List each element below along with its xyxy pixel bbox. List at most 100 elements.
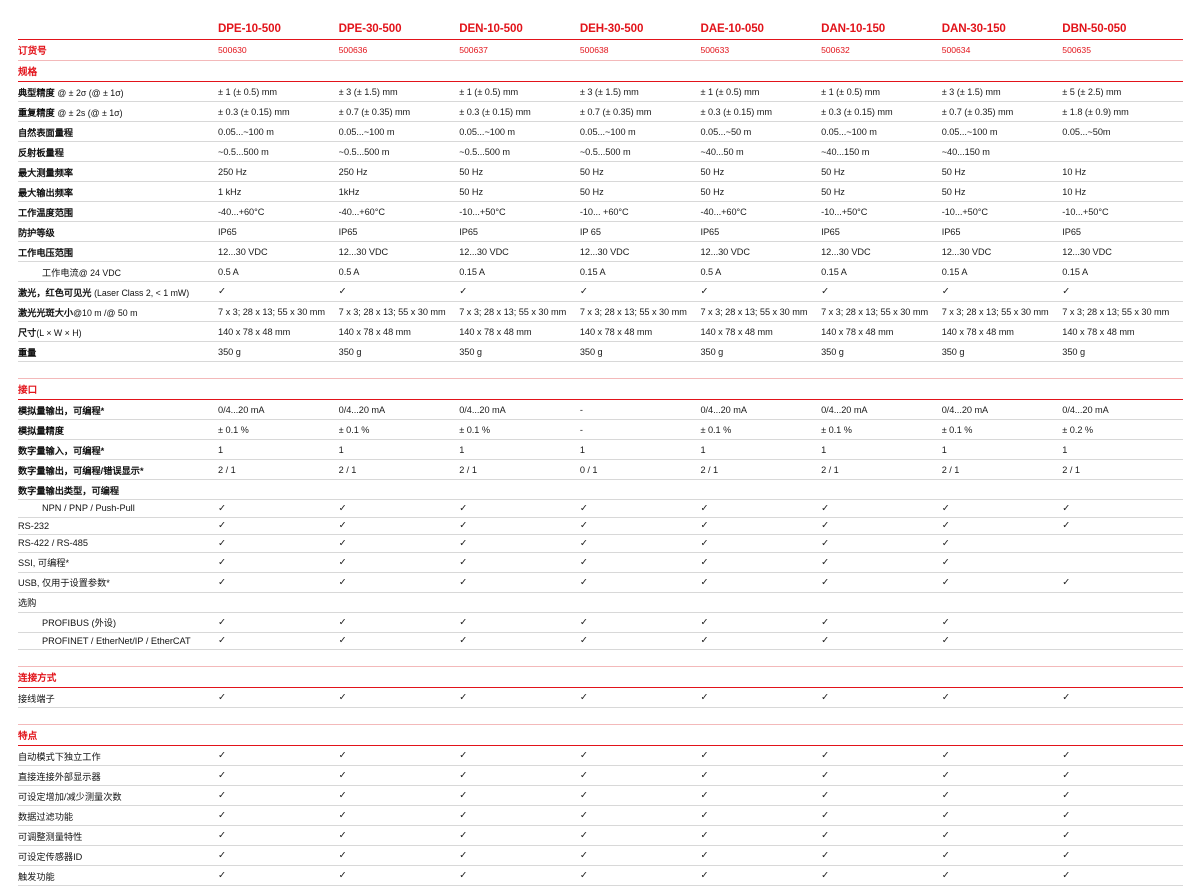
feature-check-icon: ✓ (338, 687, 460, 708)
table-row: 自动模式下独立工作 ✓ ✓ ✓ ✓ ✓ ✓ ✓ ✓ (18, 745, 1183, 766)
row-label-main: 可设定增加/减少测量次数 (18, 791, 122, 802)
feature-check-icon: ✓ (821, 865, 942, 886)
row-label-main: 模拟量输出，可编程* (18, 405, 105, 416)
cell-value: 12...30 VDC (579, 241, 701, 262)
table-row: 防护等级 IP65 IP65 IP65 IP 65 IP65 IP65 IP65 IP65 (18, 221, 1183, 242)
cell-value: 2 / 1 (821, 459, 942, 480)
feature-check-icon: ✓ (338, 534, 460, 553)
order-number-value: 500634 (941, 39, 1063, 61)
cell-value: 140 x 78 x 48 mm (700, 321, 822, 342)
section-title: 特点 (18, 724, 1183, 746)
cell-value: 7 x 3; 28 x 13; 55 x 30 mm (1062, 301, 1183, 322)
row-label-main: 工作温度范围 (18, 207, 74, 218)
cell-value: 0.15 A (579, 261, 701, 282)
feature-check-icon: ✓ (459, 281, 580, 302)
section-spacer (18, 362, 1183, 379)
cell-value: 140 x 78 x 48 mm (941, 321, 1063, 342)
cell-value: 140 x 78 x 48 mm (821, 321, 942, 342)
feature-check-icon: ✓ (338, 612, 460, 633)
cell-value: 140 x 78 x 48 mm (579, 321, 701, 342)
cell-value: IP65 (459, 221, 580, 242)
cell-value: -40...+60°C (338, 201, 460, 222)
row-label-main: 模拟量精度 (18, 425, 64, 436)
feature-check-icon: ✓ (700, 785, 822, 806)
cell-value: ~0.5...500 m (459, 141, 580, 162)
feature-check-icon: ✓ (459, 534, 580, 553)
feature-check-icon: ✓ (1062, 865, 1183, 886)
cell-value: 0/4...20 mA (459, 399, 580, 420)
table-row: 重复精度 @ ± 2s (@ ± 1σ) ± 0.3 (± 0.15) mm ± 0… (18, 101, 1183, 122)
cell-value: 2 / 1 (700, 459, 822, 480)
cell-value: 350 g (338, 341, 460, 362)
row-label-main: 工作电流 (42, 267, 79, 278)
cell-value: IP65 (821, 221, 942, 242)
feature-check-icon: ✓ (941, 612, 1063, 633)
cell-value: 0.05...~50m (1062, 121, 1183, 142)
column-header-dae-10-050: DAE-10-050 (700, 22, 764, 35)
row-label: RS-422 / RS-485 (18, 534, 219, 553)
section-title: 连接方式 (18, 666, 1183, 688)
cell-value: ± 0.2 % (1062, 419, 1183, 440)
table-row: 接线端子 ✓ ✓ ✓ ✓ ✓ ✓ ✓ ✓ (18, 687, 1183, 708)
row-label: 触发功能 (18, 865, 219, 886)
cell-value: 350 g (459, 341, 580, 362)
row-label-main: RS-422 / RS-485 (18, 538, 88, 549)
cell-value: ± 5 (± 2.5) mm (1062, 81, 1183, 102)
row-label: 典型精度 @ ± 2σ (@ ± 1σ) (18, 81, 219, 102)
feature-check-icon: ✓ (338, 632, 460, 650)
row-label-main: RS-232 (18, 520, 50, 531)
cell-value: -40...+60°C (218, 201, 339, 222)
cell-value: 0.05...~100 m (579, 121, 701, 142)
feature-check-icon: ✓ (579, 632, 701, 650)
feature-check-icon: ✓ (338, 785, 460, 806)
row-label-main: 最大输出频率 (18, 187, 74, 198)
table-row: 可设定增加/减少测量次数 ✓ ✓ ✓ ✓ ✓ ✓ ✓ ✓ (18, 785, 1183, 806)
table-row: 可调整测量特性 ✓ ✓ ✓ ✓ ✓ ✓ ✓ ✓ (18, 825, 1183, 846)
feature-check-icon: ✓ (459, 825, 580, 846)
feature-check-icon: ✓ (700, 534, 822, 553)
feature-check-icon: ✓ (338, 517, 460, 535)
row-label-main: 工作电压范围 (18, 247, 74, 258)
cell-value: ± 0.7 (± 0.35) mm (579, 101, 701, 122)
cell-value: 50 Hz (700, 161, 822, 182)
cell-value: ~0.5...500 m (579, 141, 701, 162)
feature-check-icon: ✓ (700, 572, 822, 593)
cell-value: 2 / 1 (218, 459, 339, 480)
table-row: 重量 350 g 350 g 350 g 350 g 350 g 350 g 350 g 350… (18, 341, 1183, 362)
table-row: 模拟量精度 ± 0.1 % ± 0.1 % ± 0.1 % - ± 0.1 % ± 0.1 … (18, 419, 1183, 440)
cell-value (821, 479, 942, 500)
row-label-main: 自动模式下独立工作 (18, 751, 101, 762)
feature-check-icon: ✓ (218, 865, 339, 886)
cell-value: ± 0.7 (± 0.35) mm (338, 101, 460, 122)
order-number-row: 订货号 500630 500636 500637 500638 500633 500632 5… (18, 39, 1183, 61)
cell-value: 10 Hz (1062, 161, 1183, 182)
row-label: 数字量输入，可编程* (18, 439, 219, 460)
table-row: 最大输出频率 1 kHz 1kHz 50 Hz 50 Hz 50 Hz 50 Hz 50 Hz… (18, 181, 1183, 202)
row-label-main: 尺寸 (18, 327, 37, 338)
feature-check-icon: ✓ (338, 865, 460, 886)
cell-value: 50 Hz (821, 161, 942, 182)
feature-check-icon: ✓ (459, 517, 580, 535)
order-number-value: 500633 (700, 39, 822, 61)
cell-value (1062, 632, 1183, 650)
feature-check-icon: ✓ (821, 499, 942, 518)
cell-value: IP65 (700, 221, 822, 242)
row-label: 反射板量程 (18, 141, 219, 162)
label-column-header (18, 22, 218, 40)
cell-value: ± 0.1 % (338, 419, 460, 440)
cell-value: 0/4...20 mA (338, 399, 460, 420)
cell-value: 350 g (700, 341, 822, 362)
feature-check-icon: ✓ (459, 499, 580, 518)
row-label-sub: @10 m /@ 50 m (73, 307, 138, 318)
feature-check-icon: ✓ (338, 281, 460, 302)
row-label: 重复精度 @ ± 2s (@ ± 1σ) (18, 101, 219, 122)
feature-check-icon: ✓ (579, 865, 701, 886)
feature-check-icon: ✓ (1062, 765, 1183, 786)
cell-value: 0.05...~100 m (459, 121, 580, 142)
column-header-dan-30-150: DAN-30-150 (941, 22, 1006, 35)
table-row: 工作温度范围 -40...+60°C -40...+60°C -10...+50°C -… (18, 201, 1183, 222)
row-label-sub: @ 24 VDC (78, 267, 121, 278)
cell-value (338, 592, 460, 613)
row-label-sub: (L × W × H) (36, 327, 82, 338)
